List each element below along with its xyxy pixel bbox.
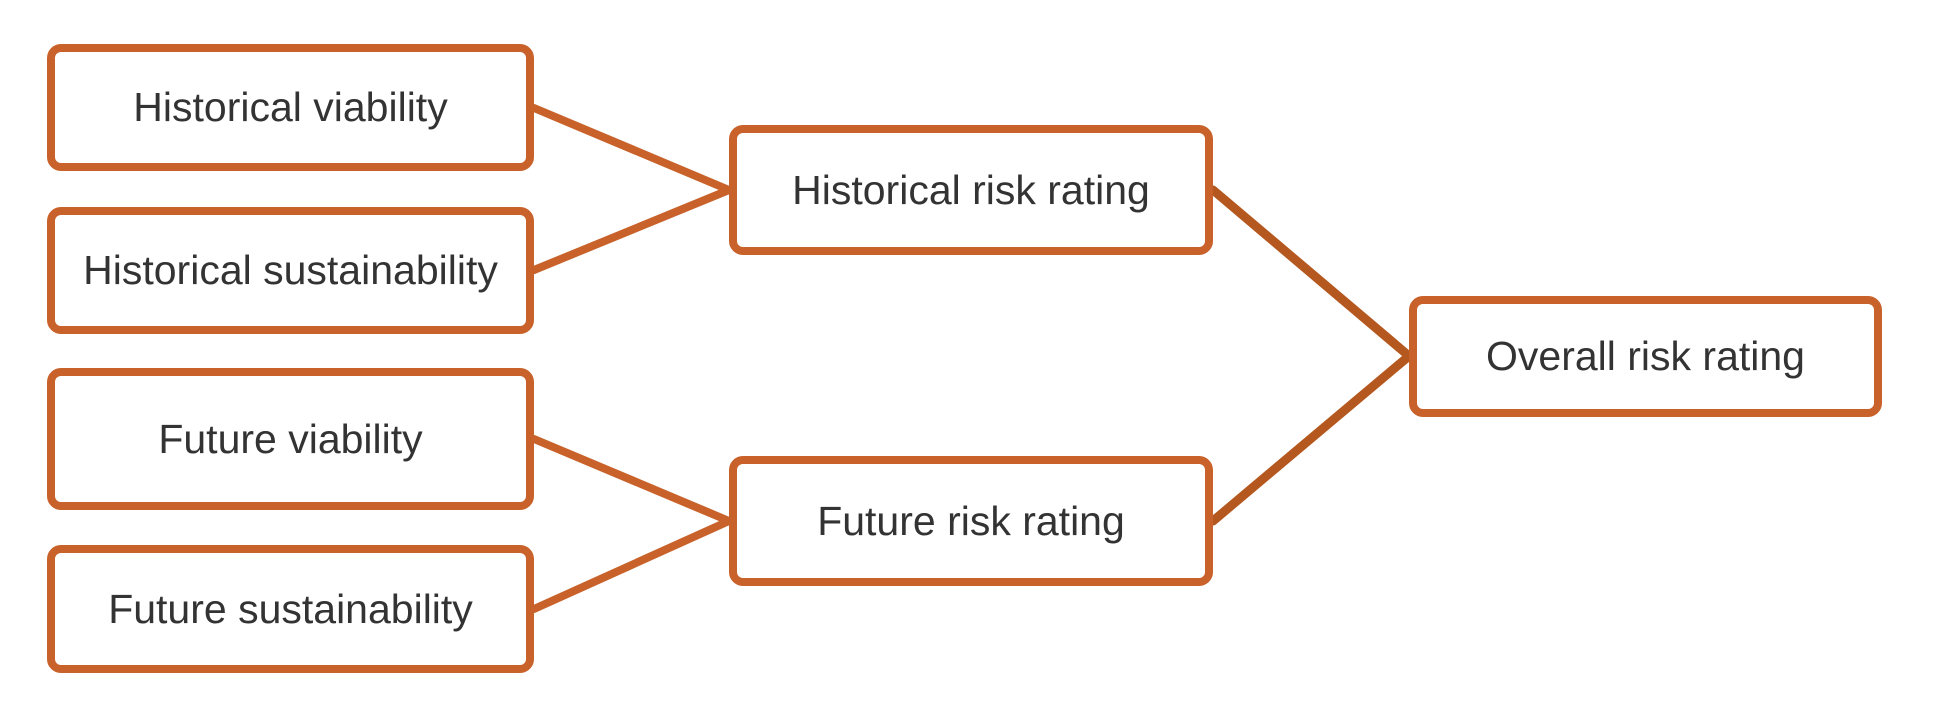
edge-future-sustainability-to-future-risk xyxy=(530,517,733,613)
edge-historical-risk-to-overall-risk xyxy=(1208,185,1414,361)
node-overall-risk-rating-label: Overall risk rating xyxy=(1486,333,1805,379)
node-future-sustainability: Future sustainability xyxy=(47,545,534,673)
edge-historical-viability-to-historical-risk xyxy=(530,104,733,194)
node-historical-viability-label: Historical viability xyxy=(133,84,448,130)
edge-future-viability-to-future-risk xyxy=(530,435,733,525)
node-future-sustainability-label: Future sustainability xyxy=(108,585,473,632)
node-historical-sustainability: Historical sustainability xyxy=(47,207,534,334)
node-historical-viability: Historical viability xyxy=(47,44,534,171)
node-future-risk-rating: Future risk rating xyxy=(729,456,1213,586)
node-overall-risk-rating: Overall risk rating xyxy=(1409,296,1882,417)
node-historical-risk-rating: Historical risk rating xyxy=(729,125,1213,255)
node-historical-sustainability-label: Historical sustainability xyxy=(83,247,498,293)
edge-historical-sustainability-to-historical-risk xyxy=(530,186,733,274)
node-future-viability-label: Future viability xyxy=(158,415,423,462)
node-historical-risk-rating-label: Historical risk rating xyxy=(792,166,1150,213)
node-future-viability: Future viability xyxy=(47,368,534,510)
node-future-risk-rating-label: Future risk rating xyxy=(817,497,1125,544)
edge-future-risk-to-overall-risk xyxy=(1208,351,1414,526)
